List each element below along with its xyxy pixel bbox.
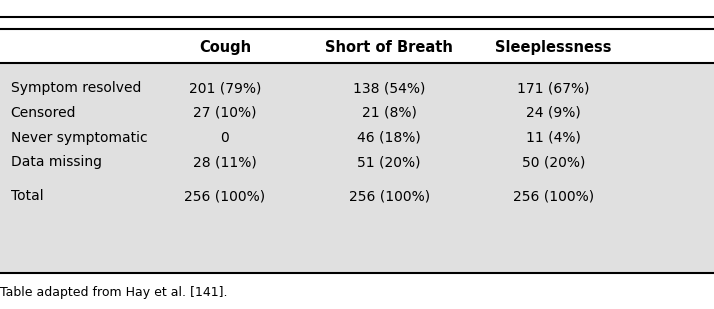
Text: 201 (79%): 201 (79%) <box>188 81 261 95</box>
Text: Table adapted from Hay et al. [141].: Table adapted from Hay et al. [141]. <box>0 286 228 298</box>
Text: 256 (100%): 256 (100%) <box>348 189 430 203</box>
Text: 0: 0 <box>221 130 229 145</box>
Text: 171 (67%): 171 (67%) <box>517 81 590 95</box>
Text: 256 (100%): 256 (100%) <box>184 189 266 203</box>
Text: 138 (54%): 138 (54%) <box>353 81 426 95</box>
Text: 27 (10%): 27 (10%) <box>193 106 256 120</box>
Text: 28 (11%): 28 (11%) <box>193 155 257 169</box>
Text: Data missing: Data missing <box>11 155 101 169</box>
Text: Cough: Cough <box>198 40 251 55</box>
Text: Sleeplessness: Sleeplessness <box>495 40 612 55</box>
Text: Never symptomatic: Never symptomatic <box>11 130 147 145</box>
Text: 11 (4%): 11 (4%) <box>526 130 580 145</box>
Text: 24 (9%): 24 (9%) <box>526 106 580 120</box>
Text: 21 (8%): 21 (8%) <box>362 106 416 120</box>
Text: 50 (20%): 50 (20%) <box>522 155 585 169</box>
Text: Short of Breath: Short of Breath <box>325 40 453 55</box>
Text: Symptom resolved: Symptom resolved <box>11 81 141 95</box>
Bar <box>0 63 714 273</box>
Text: Total: Total <box>11 189 44 203</box>
Text: Censored: Censored <box>11 106 76 120</box>
Text: 46 (18%): 46 (18%) <box>357 130 421 145</box>
Text: 256 (100%): 256 (100%) <box>513 189 594 203</box>
Text: 51 (20%): 51 (20%) <box>358 155 421 169</box>
